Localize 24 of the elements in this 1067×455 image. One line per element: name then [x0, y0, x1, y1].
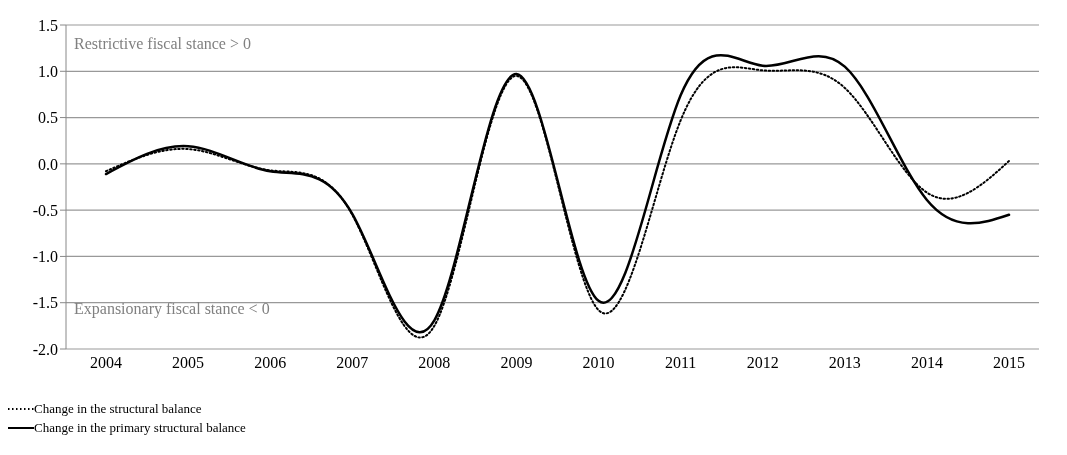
x-tick-label: 2010: [582, 354, 615, 372]
x-tick-label: 2005: [172, 354, 205, 372]
y-tick-label: 1.5: [38, 16, 58, 34]
x-tick-label: 2013: [828, 354, 861, 372]
y-tick-label: -1.0: [32, 248, 58, 266]
legend-label: Change in the structural balance: [34, 400, 202, 417]
y-tick-label: -0.5: [32, 201, 58, 219]
x-tick-label: 2007: [336, 354, 369, 372]
y-tick-label: 0.5: [38, 109, 58, 127]
y-tick-label: -1.5: [32, 294, 58, 312]
legend-label: Change in the primary structural balance: [34, 419, 246, 436]
x-tick-label: 2012: [746, 354, 779, 372]
annotation: Expansionary fiscal stance < 0: [74, 300, 270, 318]
x-tick-label: 2011: [664, 354, 697, 372]
annotation: Restrictive fiscal stance > 0: [74, 35, 251, 53]
x-tick-label: 2009: [500, 354, 533, 372]
x-tick-label: 2014: [910, 354, 943, 372]
x-tick-label: 2008: [418, 354, 451, 372]
x-tick-label: 2006: [254, 354, 287, 372]
x-tick-label: 2004: [90, 354, 122, 372]
y-tick-label: 1.0: [38, 62, 58, 80]
x-tick-label: 2015: [993, 354, 1025, 372]
y-tick-label: 0.0: [38, 155, 58, 173]
y-tick-label: -2.0: [32, 340, 58, 358]
